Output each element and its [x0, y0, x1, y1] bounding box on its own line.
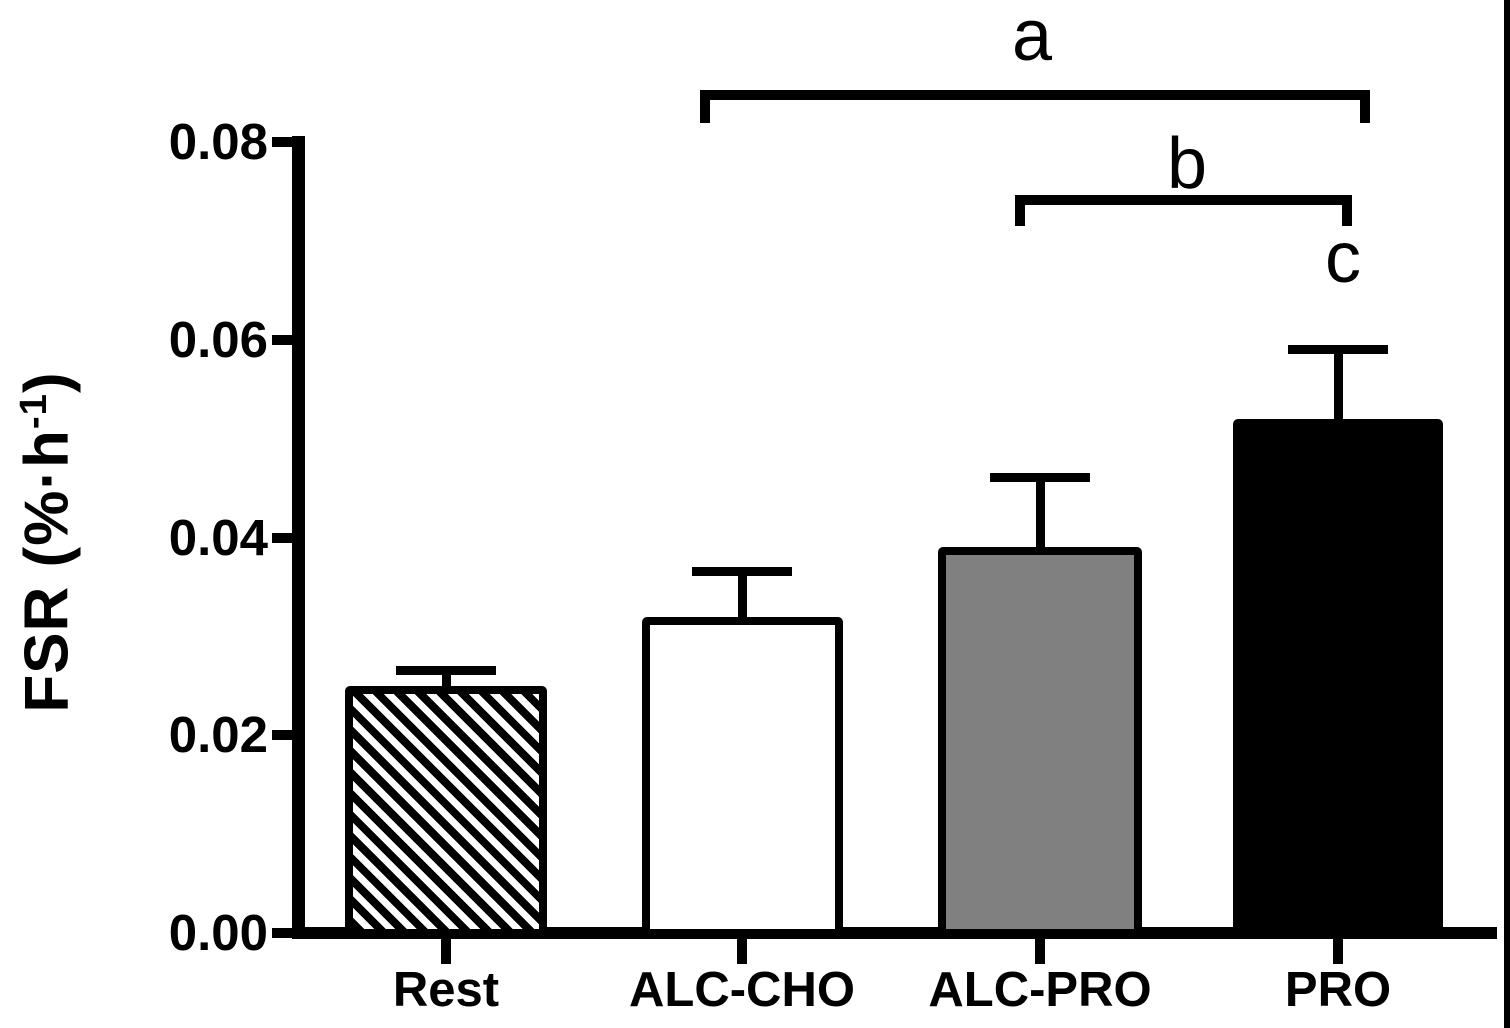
x-axis-label-rest: Rest [392, 963, 500, 1017]
y-tick-label-0.00: 0.00 [168, 904, 268, 961]
x-tick-mark-alc-pro [1035, 939, 1045, 964]
y-tick-mark-0.04 [272, 533, 293, 543]
sig-bracket-a-left-leg [700, 90, 710, 123]
y-axis-title-text: FSR (%·h [12, 429, 82, 713]
sig-bracket-b-left-leg [1015, 195, 1025, 226]
y-axis-title-close: ) [12, 371, 82, 393]
bar-alc-pro [938, 547, 1142, 937]
y-axis-title: FSR (%·h-1) [12, 371, 83, 712]
bar-rest [345, 686, 547, 937]
error-bar-cap-rest [396, 666, 496, 675]
sig-label-c: c [1325, 218, 1361, 298]
x-tick-mark-rest [441, 939, 451, 964]
sig-bracket-a [700, 90, 1370, 100]
error-bar-stem-alc-pro [1036, 473, 1045, 547]
sig-bracket-a-right-leg [1360, 90, 1370, 123]
error-bar-stem-alc-cho [738, 567, 747, 617]
bar-pro [1233, 419, 1443, 937]
y-tick-mark-0.00 [272, 928, 293, 938]
error-bar-cap-alc-pro [990, 473, 1090, 482]
sig-bracket-b [1015, 195, 1352, 205]
y-tick-mark-0.06 [272, 335, 293, 345]
x-axis-line [292, 927, 1497, 939]
y-tick-label-0.02: 0.02 [168, 706, 268, 763]
error-bar-cap-pro [1288, 345, 1388, 354]
bar-alc-cho [641, 617, 843, 937]
x-tick-mark-pro [1333, 939, 1343, 964]
sig-bracket-b-right-leg [1342, 195, 1352, 226]
y-tick-mark-0.08 [272, 137, 293, 147]
y-tick-label-0.08: 0.08 [168, 113, 268, 170]
y-tick-mark-0.02 [272, 730, 293, 740]
error-bar-stem-pro [1334, 345, 1343, 419]
y-tick-label-0.04: 0.04 [168, 509, 268, 566]
y-axis-title-superscript: -1 [11, 392, 55, 430]
y-axis-line [292, 136, 305, 939]
error-bar-stem-rest [442, 666, 451, 686]
x-axis-label-alc-pro: ALC-PRO [928, 963, 1152, 1017]
sig-label-b: b [1166, 124, 1208, 204]
sig-label-a: a [1011, 0, 1053, 76]
x-axis-label-alc-cho: ALC-CHO [629, 963, 855, 1017]
error-bar-cap-alc-cho [692, 567, 792, 576]
y-tick-label-0.06: 0.06 [168, 311, 268, 368]
right-border-artifact [1504, 0, 1510, 1028]
x-axis-label-pro: PRO [1284, 963, 1392, 1017]
x-tick-mark-alc-cho [737, 939, 747, 964]
